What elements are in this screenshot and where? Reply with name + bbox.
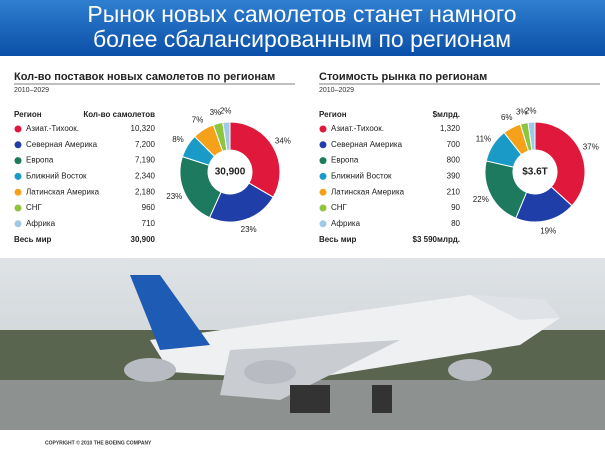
column-header: Кол-во самолетов — [83, 110, 155, 119]
legend-label: СНГ — [26, 203, 43, 212]
legend-label: Латинская Америка — [331, 187, 405, 196]
legend-swatch — [319, 157, 327, 165]
value-label: 800 — [447, 156, 461, 165]
legend-swatch — [319, 172, 327, 180]
slice-label: 8% — [172, 135, 184, 144]
value-label: 2,180 — [135, 187, 156, 196]
value-label: 710 — [142, 219, 156, 228]
chart-title: Кол-во поставок новых самолетов по регио… — [14, 71, 275, 83]
slice-label: 2% — [525, 106, 537, 115]
donut-hole — [513, 150, 557, 194]
center-label: $3.6T — [522, 167, 548, 178]
slice-label: 22% — [473, 195, 489, 204]
legend-swatch — [14, 172, 22, 180]
legend-swatch — [319, 141, 327, 149]
value-label: 390 — [447, 172, 461, 181]
legend-label: Азиат.-Тихоок. — [26, 124, 79, 133]
legend-label: Ближний Восток — [26, 172, 87, 181]
column-header: Регион — [14, 110, 42, 119]
slice-label: 6% — [501, 113, 513, 122]
legend-label: Африка — [331, 219, 361, 228]
value-label: 7,200 — [135, 140, 156, 149]
value-label: 90 — [451, 203, 460, 212]
donut-hole — [208, 150, 252, 194]
slice-label: 34% — [275, 137, 291, 146]
column-header: $млрд. — [433, 110, 460, 119]
value-label: 210 — [447, 187, 461, 196]
value-label: 2,340 — [135, 172, 156, 181]
legend-swatch — [319, 188, 327, 196]
total-value: $3 590млрд. — [413, 235, 460, 244]
column-header: Регион — [319, 110, 347, 119]
legend-label: Азиат.-Тихоок. — [331, 124, 384, 133]
legend-label: Северная Америка — [26, 140, 98, 149]
legend-swatch — [14, 220, 22, 228]
legend-swatch — [14, 125, 22, 133]
legend-swatch — [14, 141, 22, 149]
slice-label: 7% — [192, 115, 204, 124]
title-banner — [0, 0, 605, 56]
legend-swatch — [319, 125, 327, 133]
slice-label: 2% — [220, 106, 232, 115]
value-label: 700 — [447, 140, 461, 149]
value-label: 80 — [451, 219, 460, 228]
legend-label: Европа — [331, 156, 359, 165]
slice-label: 23% — [166, 192, 182, 201]
slice-label: 3% — [210, 108, 222, 117]
center-label: 30,900 — [215, 167, 246, 178]
value-label: 10,320 — [131, 124, 156, 133]
legend-swatch — [14, 188, 22, 196]
slide-title: Рынок новых самолетов станет намного — [87, 1, 516, 27]
slice-label: 11% — [476, 134, 491, 143]
photo — [0, 258, 605, 430]
slice-label: 3% — [516, 108, 528, 117]
legend-label: Ближний Восток — [331, 172, 392, 181]
legend-swatch — [14, 157, 22, 165]
legend-label: Северная Америка — [331, 140, 403, 149]
donut-slice — [229, 121, 281, 198]
legend-swatch — [319, 220, 327, 228]
value-label: 7,190 — [135, 156, 156, 165]
legend-label: Африка — [26, 219, 56, 228]
legend-label: Латинская Америка — [26, 187, 100, 196]
chart-subtitle: 2010–2029 — [319, 87, 354, 94]
total-label: Весь мир — [319, 235, 357, 244]
value-label: 1,320 — [440, 124, 461, 133]
total-label: Весь мир — [14, 235, 52, 244]
copyright: COPYRIGHT © 2010 THE BOEING COMPANY — [45, 439, 152, 446]
slide-title: более сбалансированным по регионам — [93, 26, 511, 52]
value-label: 960 — [142, 203, 156, 212]
total-value: 30,900 — [131, 235, 156, 244]
chart-subtitle: 2010–2029 — [14, 87, 49, 94]
slice-label: 19% — [540, 227, 556, 236]
chart-title: Стоимость рынка по регионам — [319, 71, 487, 83]
slice-label: 37% — [583, 142, 599, 151]
legend-swatch — [319, 204, 327, 212]
legend-label: СНГ — [331, 203, 348, 212]
legend-swatch — [14, 204, 22, 212]
slice-label: 23% — [241, 225, 257, 234]
legend-label: Европа — [26, 156, 54, 165]
